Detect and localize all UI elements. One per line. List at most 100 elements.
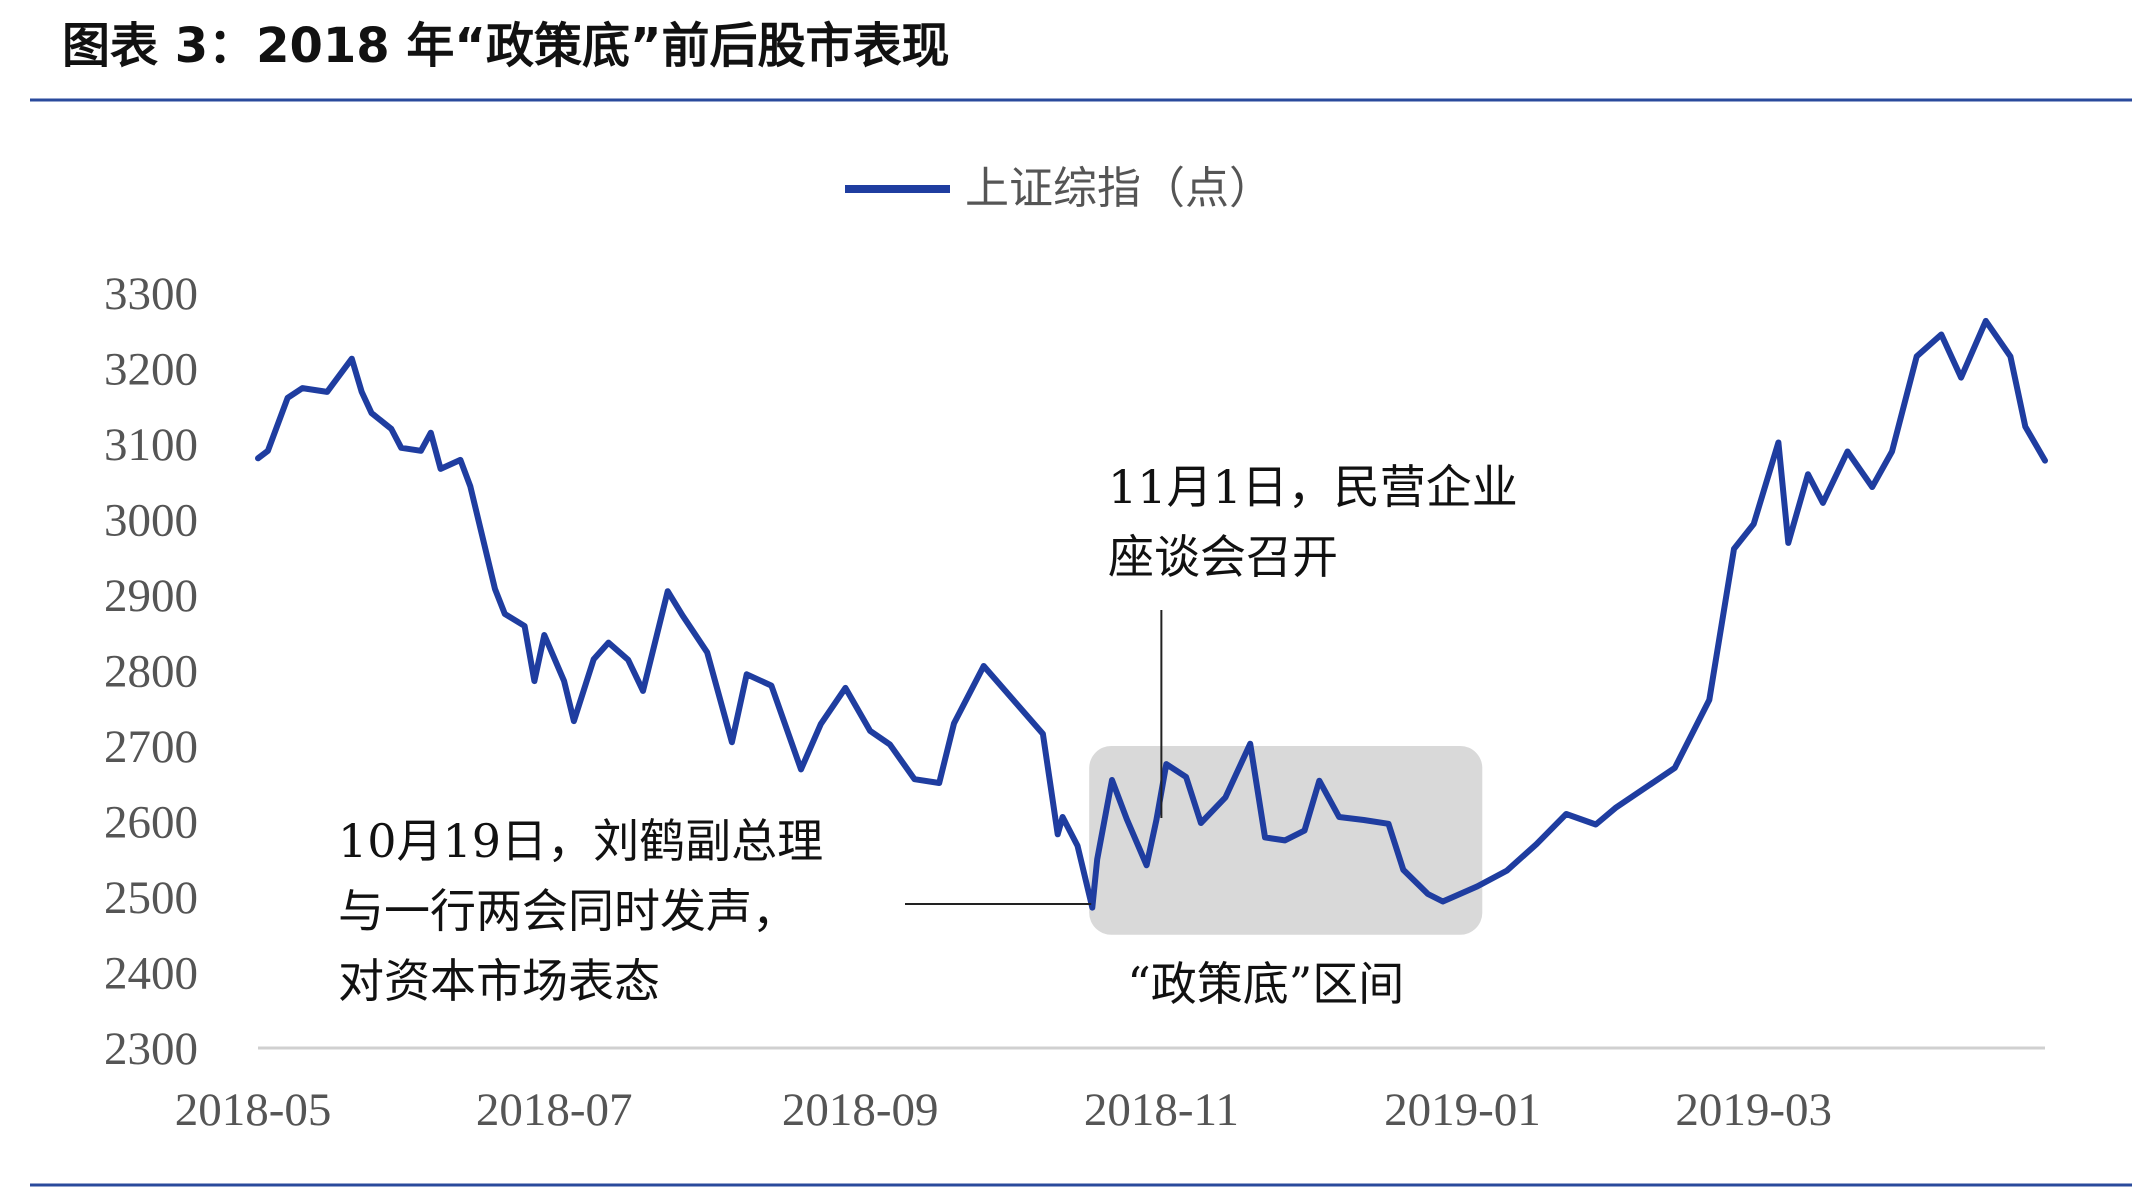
data-point bbox=[1983, 318, 1989, 324]
y-tick-label: 2400 bbox=[104, 948, 198, 1000]
data-point bbox=[324, 389, 330, 395]
y-tick-label: 2800 bbox=[104, 646, 198, 698]
data-point bbox=[1183, 774, 1189, 780]
x-tick-label: 2018-07 bbox=[476, 1084, 633, 1136]
x-tick-label: 2018-11 bbox=[1084, 1084, 1239, 1136]
x-tick-label: 2019-01 bbox=[1384, 1084, 1541, 1136]
y-tick-label: 3000 bbox=[104, 495, 198, 547]
data-point bbox=[2022, 424, 2028, 430]
data-point bbox=[1563, 811, 1569, 817]
data-point bbox=[561, 678, 567, 684]
annotation-text: 座谈会召开 bbox=[1108, 530, 1338, 584]
data-point bbox=[1385, 821, 1391, 827]
data-point bbox=[768, 683, 774, 689]
data-point bbox=[541, 632, 547, 638]
data-point bbox=[1845, 449, 1851, 455]
data-point bbox=[255, 455, 261, 461]
data-point bbox=[605, 640, 611, 646]
data-point bbox=[2007, 353, 2013, 359]
data-point bbox=[1361, 817, 1367, 823]
data-point bbox=[369, 410, 375, 416]
data-point bbox=[704, 649, 710, 655]
data-point bbox=[1889, 449, 1895, 455]
data-point bbox=[522, 623, 528, 629]
legend-label: 上证综指（点） bbox=[965, 163, 1273, 214]
data-point bbox=[1534, 841, 1540, 847]
y-tick-label: 3100 bbox=[104, 419, 198, 471]
y-tick-label: 2700 bbox=[104, 721, 198, 773]
data-point bbox=[680, 612, 686, 618]
annotation-text: 对资本市场表态 bbox=[338, 954, 660, 1008]
data-point bbox=[1613, 805, 1619, 811]
data-point bbox=[1060, 814, 1066, 820]
data-point bbox=[1262, 834, 1268, 840]
data-point bbox=[398, 445, 404, 451]
data-point bbox=[1247, 741, 1253, 747]
data-point bbox=[1504, 868, 1510, 874]
data-point bbox=[1336, 814, 1342, 820]
y-tick-label: 3200 bbox=[104, 344, 198, 396]
data-point bbox=[951, 720, 957, 726]
data-point bbox=[887, 741, 893, 747]
data-point bbox=[1785, 540, 1791, 546]
y-tick-label: 2600 bbox=[104, 797, 198, 849]
data-point bbox=[912, 776, 918, 782]
data-point bbox=[640, 688, 646, 694]
data-point bbox=[591, 656, 597, 662]
x-tick-label: 2018-05 bbox=[175, 1084, 332, 1136]
data-point bbox=[1153, 817, 1159, 823]
data-point bbox=[1775, 439, 1781, 445]
data-point bbox=[1914, 353, 1920, 359]
legend: 上证综指（点） bbox=[845, 163, 1273, 214]
data-point bbox=[1223, 794, 1229, 800]
data-point bbox=[1144, 862, 1150, 868]
data-point bbox=[936, 780, 942, 786]
data-point bbox=[1474, 883, 1480, 889]
data-point bbox=[438, 466, 444, 472]
data-point bbox=[818, 721, 824, 727]
data-point bbox=[349, 356, 355, 362]
data-point bbox=[467, 483, 473, 489]
annotation-text: 与一行两会同时发声， bbox=[338, 884, 798, 938]
data-point bbox=[1425, 891, 1431, 897]
data-point bbox=[1440, 899, 1446, 905]
data-point bbox=[867, 728, 873, 734]
data-point bbox=[1089, 905, 1095, 911]
data-point bbox=[1124, 816, 1130, 822]
y-tick-label: 2500 bbox=[104, 872, 198, 924]
data-point bbox=[1400, 867, 1406, 873]
data-point bbox=[428, 430, 434, 436]
data-point bbox=[842, 685, 848, 691]
data-point bbox=[1282, 837, 1288, 843]
data-point bbox=[359, 389, 365, 395]
x-tick-label: 2019-03 bbox=[1675, 1084, 1832, 1136]
y-tick-label: 2900 bbox=[104, 570, 198, 622]
data-point bbox=[2042, 458, 2048, 464]
data-point bbox=[531, 678, 537, 684]
data-point bbox=[1109, 777, 1115, 783]
series-line bbox=[255, 317, 2048, 911]
data-point bbox=[502, 611, 508, 617]
data-point bbox=[571, 718, 577, 724]
data-point bbox=[1805, 471, 1811, 477]
data-point bbox=[1731, 546, 1737, 552]
data-point bbox=[1316, 778, 1322, 784]
data-point bbox=[1074, 843, 1080, 849]
data-point bbox=[729, 739, 735, 745]
data-point bbox=[1958, 375, 1964, 381]
data-point bbox=[1040, 731, 1046, 737]
annotation-text: 10月19日，刘鹤副总理 bbox=[338, 814, 823, 868]
data-point bbox=[1302, 828, 1308, 834]
data-point bbox=[625, 657, 631, 663]
annotation-text: 11月1日，民营企业 bbox=[1108, 460, 1518, 514]
data-point bbox=[418, 448, 424, 454]
data-point bbox=[1706, 697, 1712, 703]
chart-title: 图表 3：2018 年“政策底”前后股市表现 bbox=[62, 18, 950, 74]
data-point bbox=[388, 426, 394, 432]
y-tick-label: 2300 bbox=[104, 1023, 198, 1075]
data-point bbox=[1198, 820, 1204, 826]
data-point bbox=[981, 663, 987, 669]
data-point bbox=[1869, 484, 1875, 490]
data-point bbox=[1751, 521, 1757, 527]
